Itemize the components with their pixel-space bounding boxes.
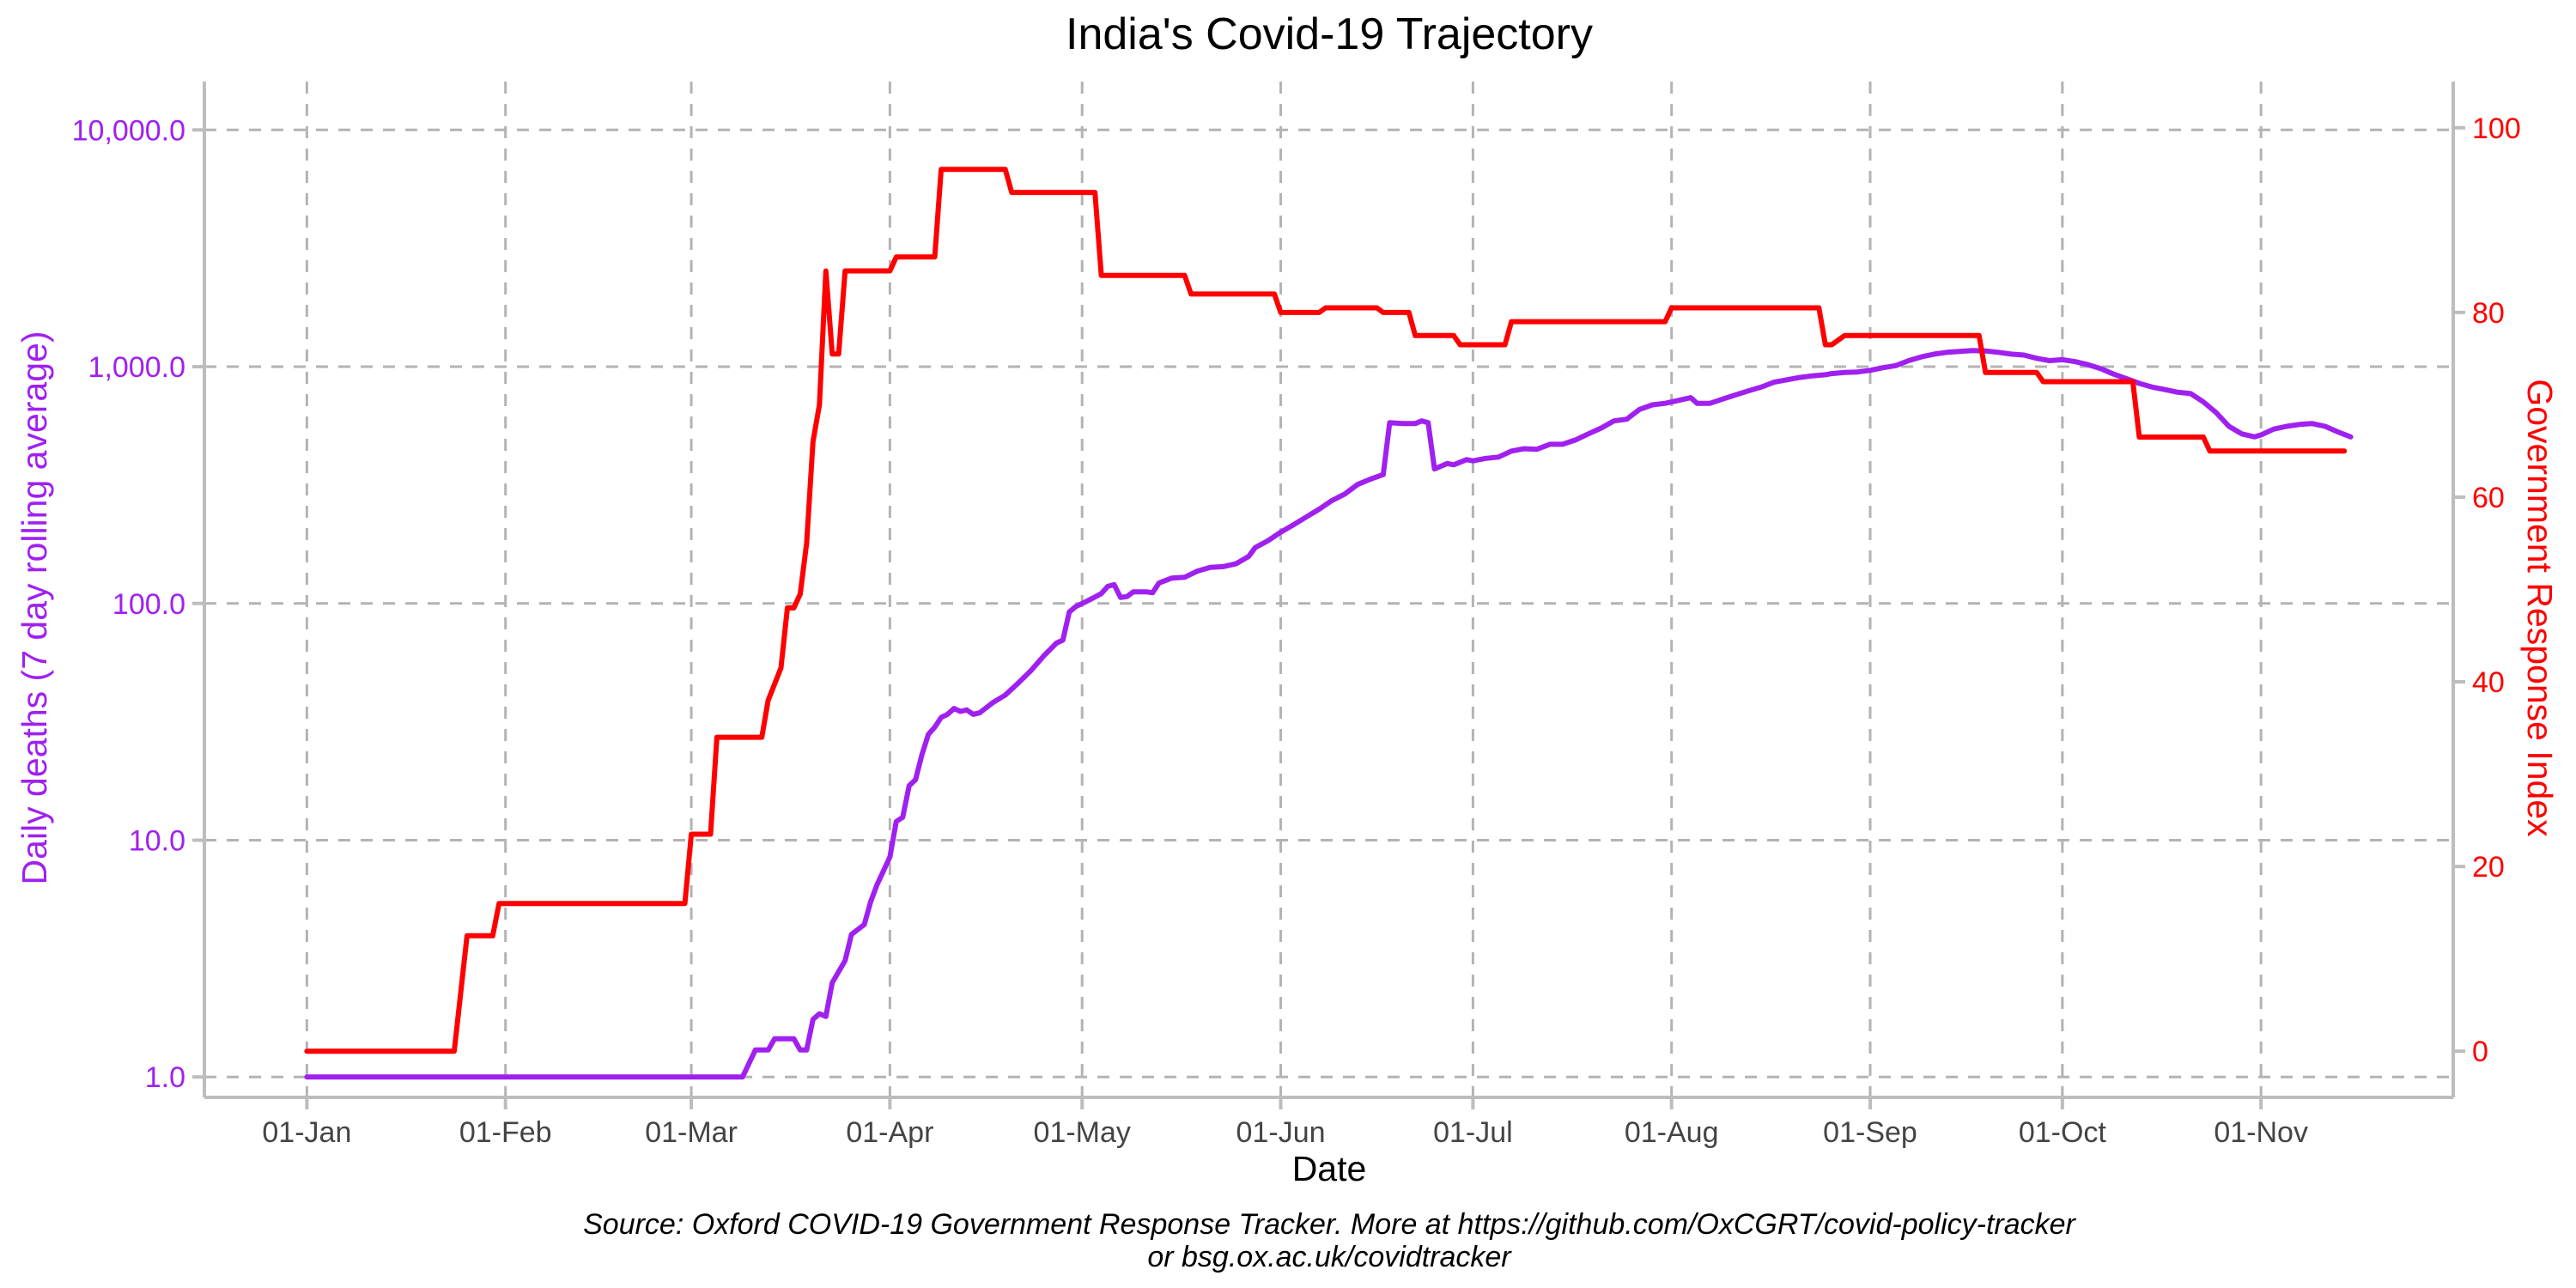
x-tick-label-2: 01-Mar bbox=[645, 1116, 738, 1149]
right-tick-label-1: 20 bbox=[2472, 851, 2505, 884]
axes bbox=[203, 82, 2455, 1099]
right-y-axis-label: Government Response Index bbox=[2520, 379, 2560, 837]
source-caption-line-2: or bsg.ox.ac.uk/covidtracker bbox=[1147, 1241, 1512, 1273]
x-axis-label: Date bbox=[1292, 1149, 1367, 1188]
right-tick-label-3: 60 bbox=[2472, 482, 2505, 514]
right-tick-label-2: 40 bbox=[2472, 666, 2505, 699]
government-response-index-line bbox=[304, 167, 2348, 1054]
x-tick-label-4: 01-May bbox=[1034, 1116, 1131, 1149]
left-tick-label-3: 1,000.0 bbox=[88, 351, 185, 384]
left-tick-label-1: 10.0 bbox=[129, 824, 185, 857]
left-tick-label-4: 10,000.0 bbox=[72, 114, 185, 147]
series-lines bbox=[304, 167, 2354, 1080]
x-tick-label-9: 01-Oct bbox=[2019, 1116, 2107, 1149]
x-tick-label-10: 01-Nov bbox=[2214, 1116, 2308, 1149]
left-tick-label-0: 1.0 bbox=[145, 1061, 185, 1094]
x-tick-label-5: 01-Jun bbox=[1236, 1116, 1326, 1149]
right-tick-label-5: 100 bbox=[2472, 112, 2521, 145]
source-caption-line-1: Source: Oxford COVID-19 Government Respo… bbox=[583, 1208, 2076, 1241]
right-tick-label-0: 0 bbox=[2472, 1036, 2488, 1068]
left-y-axis-label: Daily deaths (7 day rolling average) bbox=[15, 331, 54, 885]
x-tick-label-1: 01-Feb bbox=[459, 1116, 552, 1149]
gridlines bbox=[204, 82, 2453, 1097]
x-axis-ticks: 01-Jan 01-Feb 01-Mar 01-Apr 01-May 01-Jun 01-J… bbox=[262, 1097, 2308, 1149]
x-tick-label-3: 01-Apr bbox=[846, 1116, 933, 1149]
left-y-axis-ticks: 1.0 10.0 100.0 1,000.0 10,000.0 bbox=[72, 114, 204, 1094]
left-tick-label-2: 100.0 bbox=[112, 588, 185, 621]
x-tick-label-8: 01-Sep bbox=[1823, 1116, 1917, 1149]
x-tick-label-0: 01-Jan bbox=[262, 1116, 351, 1149]
x-tick-label-7: 01-Aug bbox=[1625, 1116, 1719, 1149]
x-tick-label-6: 01-Jul bbox=[1433, 1116, 1513, 1149]
right-y-axis-ticks: 0 20 40 60 80 100 bbox=[2453, 112, 2521, 1068]
daily-deaths-line bbox=[304, 348, 2354, 1080]
right-tick-label-4: 80 bbox=[2472, 297, 2505, 330]
chart-title: India's Covid-19 Trajectory bbox=[1066, 9, 1593, 59]
